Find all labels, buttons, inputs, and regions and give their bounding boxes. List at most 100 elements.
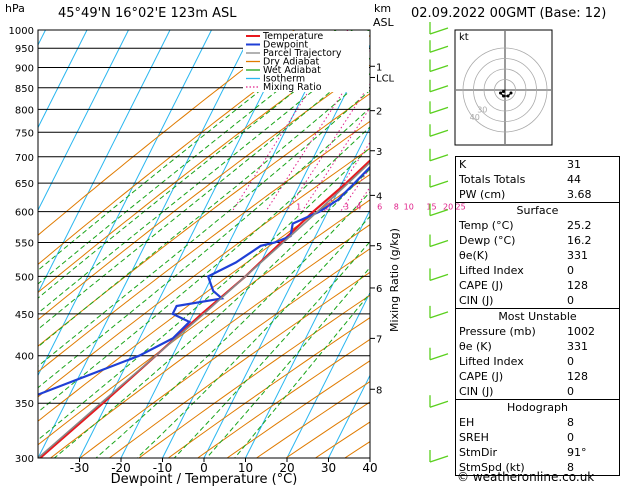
surface-row: CIN (J) 0 <box>456 293 619 308</box>
wind-barb <box>429 208 449 217</box>
most-unstable-label: Pressure (mb) <box>459 325 536 338</box>
isotherm-line <box>328 374 370 458</box>
most-unstable-row: CAPE (J) 128 <box>456 369 619 384</box>
legend-entry: Mixing Ratio <box>263 82 322 93</box>
wind-barb <box>429 400 449 408</box>
hodograph-ring <box>473 58 537 122</box>
hodograph-ring-label: 30 <box>477 106 487 115</box>
wind-barb <box>429 311 449 319</box>
most-unstable-row: Pressure (mb) 1002 <box>456 324 619 339</box>
surface-row: CAPE (J) 128 <box>456 278 619 293</box>
hodograph-stat-row: EH 8 <box>456 415 619 430</box>
wind-barb <box>429 129 449 137</box>
mixing-ratio-label: 25 <box>455 203 465 212</box>
most-unstable-value: 1002 <box>567 325 595 338</box>
height-tick-label: 8 <box>376 385 382 396</box>
wet-adiabat-line <box>173 240 370 458</box>
temperature-tick-label: 30 <box>321 461 336 475</box>
wet-adiabat-line <box>38 107 370 389</box>
height-tick-label: 6 <box>376 284 382 295</box>
index-label: Totals Totals <box>459 173 526 186</box>
copyright-text: © weatheronline.co.uk <box>457 470 595 484</box>
index-value: 3.68 <box>567 188 592 201</box>
most-unstable-row: Lifted Index 0 <box>456 354 619 369</box>
most-unstable-label: Lifted Index <box>459 355 524 368</box>
mixing-ratio-label: 4 <box>356 203 361 212</box>
mixing-ratio-label: 20 <box>443 203 453 212</box>
dry-adiabat-line <box>50 224 370 458</box>
surface-value: 331 <box>567 249 588 262</box>
wind-barbs <box>429 22 449 463</box>
most-unstable-row: θe (K) 331 <box>456 339 619 354</box>
hodograph-ring <box>462 47 548 133</box>
temperature-tick-label: 0 <box>200 461 208 475</box>
pressure-tick-label: 500 <box>15 272 34 283</box>
index-row: PW (cm) 3.68 <box>456 187 619 202</box>
wind-barb <box>429 455 449 463</box>
wet-adiabat-line <box>38 30 353 285</box>
mixing-ratio-line <box>301 106 370 212</box>
most-unstable-box: Most Unstable Pressure (mb) 1002 θe (K) 331… <box>455 309 620 400</box>
legend-box <box>243 31 369 92</box>
hodograph-stats-box: Hodograph EH 8 SREH 0 StmDir 91° StmSpd (kt) 8 <box>455 400 620 476</box>
pressure-tick-labels: 300 350 400 450 500 550 600 650 700 750 800 850 900 9… <box>9 26 34 465</box>
hodograph-ring-label: 40 <box>470 113 480 122</box>
hodograph-stat-row: StmSpd (kt) 8 <box>456 460 619 475</box>
wind-barb <box>429 154 449 162</box>
index-label: K <box>459 158 467 171</box>
hodograph-stat-label: EH <box>459 416 475 429</box>
hodograph-stat-row: StmDir 91° <box>456 445 619 460</box>
mixing-ratio-label: 2 <box>325 203 330 212</box>
km-axis-unit: km <box>374 2 392 15</box>
pressure-tick-label: 950 <box>15 44 34 55</box>
dry-adiabat-line <box>79 248 370 458</box>
temperature-tick-label: -30 <box>70 461 90 475</box>
wind-barb <box>429 239 449 248</box>
surface-value: 25.2 <box>567 219 592 232</box>
dry-adiabat-line <box>197 338 370 458</box>
index-value: 31 <box>567 158 581 171</box>
hodograph-point <box>502 90 505 93</box>
temperature-tick-label: 20 <box>279 461 294 475</box>
wind-barb <box>429 27 449 35</box>
hodograph-point <box>509 91 513 95</box>
most-unstable-value: 331 <box>567 340 588 353</box>
legend-entry: Wet Adiabat <box>263 65 321 76</box>
pressure-tick-label: 850 <box>15 84 34 95</box>
hodograph-stat-value: 8 <box>567 416 574 429</box>
legend-entry: Dry Adiabat <box>263 57 320 68</box>
sounding-datetime: 02.09.2022 00GMT (Base: 12) <box>411 6 607 21</box>
surface-label: Lifted Index <box>459 264 524 277</box>
index-row: K 31 <box>456 157 619 172</box>
mixing-ratio-labels: 1 2 3 4 6 8 10 15 20 25 <box>296 203 465 212</box>
hodograph-stat-value: 8 <box>567 461 574 474</box>
y-axis-label: Mixing Ratio (g/kg) <box>388 228 401 332</box>
hodograph-stat-row: SREH 0 <box>456 430 619 445</box>
wet-adiabat-line <box>38 89 370 367</box>
hodograph-point <box>506 94 510 98</box>
surface-row: Temp (°C) 25.2 <box>456 218 619 233</box>
legend-entry: Dewpoint <box>263 40 308 51</box>
temperature-tick-label: -20 <box>111 461 131 475</box>
hodograph-stat-value: 0 <box>567 431 574 444</box>
pressure-tick-label: 550 <box>15 239 34 250</box>
temperature-tick-label: -10 <box>153 461 173 475</box>
surface-box: Surface Temp (°C) 25.2 Dewp (°C) 16.2 θe(K) 3… <box>455 203 620 309</box>
legend-entry: Temperature <box>262 31 323 42</box>
surface-value: 128 <box>567 279 588 292</box>
most-unstable-label: CIN (J) <box>459 385 494 398</box>
wind-barb <box>429 64 449 73</box>
height-tick-label: 3 <box>376 147 382 158</box>
hodograph-stat-value: 91° <box>567 446 587 459</box>
surface-title: Surface <box>516 204 559 217</box>
surface-label: CIN (J) <box>459 294 494 307</box>
most-unstable-value: 0 <box>567 355 574 368</box>
surface-label: Dewp (°C) <box>459 234 516 247</box>
most-unstable-value: 128 <box>567 370 588 383</box>
hodograph-stat-label: StmDir <box>459 446 498 459</box>
wind-barb <box>429 85 449 93</box>
most-unstable-value: 0 <box>567 385 574 398</box>
pressure-tick-label: 450 <box>15 310 34 321</box>
